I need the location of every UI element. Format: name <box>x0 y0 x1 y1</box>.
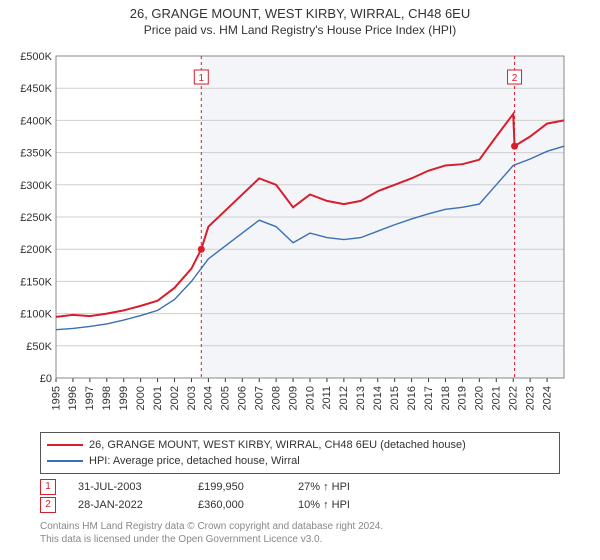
svg-text:2005: 2005 <box>220 386 232 410</box>
svg-text:£350K: £350K <box>20 148 52 160</box>
svg-text:2002: 2002 <box>169 386 181 410</box>
sale-date: 28-JAN-2022 <box>78 499 198 511</box>
svg-text:2014: 2014 <box>372 386 384 410</box>
svg-text:2: 2 <box>512 73 518 84</box>
svg-text:2013: 2013 <box>355 386 367 410</box>
svg-text:2015: 2015 <box>389 386 401 410</box>
svg-text:2008: 2008 <box>270 386 282 410</box>
title-main: 26, GRANGE MOUNT, WEST KIRBY, WIRRAL, CH… <box>0 6 600 21</box>
svg-text:2023: 2023 <box>524 386 536 410</box>
sale-price: £360,000 <box>198 499 298 511</box>
svg-text:£0: £0 <box>40 373 52 385</box>
legend-label: 26, GRANGE MOUNT, WEST KIRBY, WIRRAL, CH… <box>89 439 466 451</box>
svg-text:1999: 1999 <box>118 386 130 410</box>
line-chart-svg: £0 £50K £100K £150K £200K £250K £300K £350K £400… <box>10 50 570 420</box>
footer-note: Contains HM Land Registry data © Crown c… <box>40 520 383 546</box>
legend-label: HPI: Average price, detached house, Wirr… <box>89 455 300 467</box>
svg-text:2004: 2004 <box>203 386 215 410</box>
svg-text:2000: 2000 <box>135 386 147 410</box>
svg-text:2006: 2006 <box>237 386 249 410</box>
svg-text:2007: 2007 <box>253 386 265 410</box>
svg-text:2003: 2003 <box>186 386 198 410</box>
sale-row: 2 28-JAN-2022£360,00010% ↑ HPI <box>40 496 418 514</box>
legend-swatch <box>47 444 83 446</box>
svg-text:1995: 1995 <box>50 386 62 410</box>
svg-text:2009: 2009 <box>287 386 299 410</box>
svg-text:2019: 2019 <box>457 386 469 410</box>
sale-price: £199,950 <box>198 481 298 493</box>
svg-text:£500K: £500K <box>20 51 52 63</box>
svg-text:1996: 1996 <box>67 386 79 410</box>
svg-text:2011: 2011 <box>321 386 333 410</box>
svg-text:£450K: £450K <box>20 83 52 95</box>
sale-delta: 27% ↑ HPI <box>298 481 418 493</box>
sale-row: 1 31-JUL-2003£199,95027% ↑ HPI <box>40 478 418 496</box>
svg-text:2012: 2012 <box>338 386 350 410</box>
svg-text:2016: 2016 <box>406 386 418 410</box>
svg-text:2024: 2024 <box>541 386 553 410</box>
svg-text:£150K: £150K <box>20 276 52 288</box>
svg-text:2010: 2010 <box>304 386 316 410</box>
legend-row: HPI: Average price, detached house, Wirr… <box>47 453 553 469</box>
svg-text:1: 1 <box>199 73 205 84</box>
svg-text:2022: 2022 <box>508 386 520 410</box>
sales-table: 1 31-JUL-2003£199,95027% ↑ HPI 2 28-JAN-202… <box>40 478 418 514</box>
svg-text:£300K: £300K <box>20 180 52 192</box>
footer-line-1: Contains HM Land Registry data © Crown c… <box>40 520 383 533</box>
svg-text:2017: 2017 <box>423 386 435 410</box>
footer-line-2: This data is licensed under the Open Gov… <box>40 533 383 546</box>
legend: 26, GRANGE MOUNT, WEST KIRBY, WIRRAL, CH… <box>40 432 560 474</box>
title-sub: Price paid vs. HM Land Registry's House … <box>0 23 600 37</box>
svg-text:2018: 2018 <box>440 386 452 410</box>
legend-row: 26, GRANGE MOUNT, WEST KIRBY, WIRRAL, CH… <box>47 437 553 453</box>
sale-delta: 10% ↑ HPI <box>298 499 418 511</box>
svg-text:1997: 1997 <box>84 386 96 410</box>
chart-title-block: 26, GRANGE MOUNT, WEST KIRBY, WIRRAL, CH… <box>0 0 600 37</box>
svg-text:£250K: £250K <box>20 212 52 224</box>
svg-text:£400K: £400K <box>20 115 52 127</box>
sale-marker-box: 1 <box>40 479 56 495</box>
legend-swatch <box>47 460 83 462</box>
svg-text:2021: 2021 <box>491 386 503 410</box>
svg-text:£100K: £100K <box>20 309 52 321</box>
svg-text:£200K: £200K <box>20 244 52 256</box>
svg-text:2020: 2020 <box>474 386 486 410</box>
svg-text:£50K: £50K <box>26 341 52 353</box>
sale-date: 31-JUL-2003 <box>78 481 198 493</box>
svg-text:2001: 2001 <box>152 386 164 410</box>
sale-marker-box: 2 <box>40 497 56 513</box>
svg-text:1998: 1998 <box>101 386 113 410</box>
chart-area: £0 £50K £100K £150K £200K £250K £300K £350K £400… <box>10 50 570 420</box>
